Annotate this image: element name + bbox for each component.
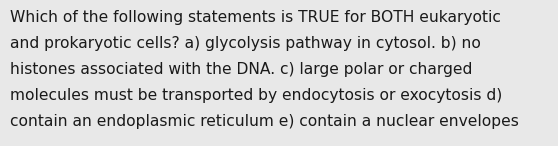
Text: Which of the following statements is TRUE for BOTH eukaryotic: Which of the following statements is TRU… <box>10 10 501 25</box>
Text: histones associated with the DNA. c) large polar or charged: histones associated with the DNA. c) lar… <box>10 62 473 77</box>
Text: molecules must be transported by endocytosis or exocytosis d): molecules must be transported by endocyt… <box>10 88 502 103</box>
Text: and prokaryotic cells? a) glycolysis pathway in cytosol. b) no: and prokaryotic cells? a) glycolysis pat… <box>10 36 481 51</box>
Text: contain an endoplasmic reticulum e) contain a nuclear envelopes: contain an endoplasmic reticulum e) cont… <box>10 114 519 129</box>
